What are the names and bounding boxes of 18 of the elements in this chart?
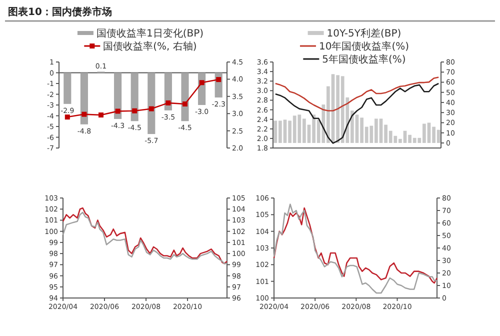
line-series bbox=[274, 76, 440, 112]
point bbox=[148, 106, 154, 112]
point bbox=[182, 101, 188, 106]
point bbox=[216, 77, 222, 82]
point bbox=[64, 114, 70, 120]
chart-title: 图表10：国内债券市场 bbox=[8, 6, 112, 18]
point bbox=[98, 112, 104, 118]
point bbox=[115, 108, 120, 114]
point bbox=[82, 112, 87, 117]
legend-label: 5年国债收益率(%) bbox=[322, 54, 406, 66]
point bbox=[132, 108, 138, 114]
point bbox=[199, 80, 204, 86]
line-series bbox=[274, 82, 440, 144]
legend-label: 国债收益率1日变化(BP) bbox=[96, 28, 204, 40]
legend-label: 10Y-5Y利差(BP) bbox=[326, 28, 402, 40]
legend-label: 10年国债收益率(%) bbox=[318, 40, 410, 52]
point bbox=[166, 100, 171, 106]
legend-label: 国债收益率(%, 右轴) bbox=[103, 40, 197, 52]
